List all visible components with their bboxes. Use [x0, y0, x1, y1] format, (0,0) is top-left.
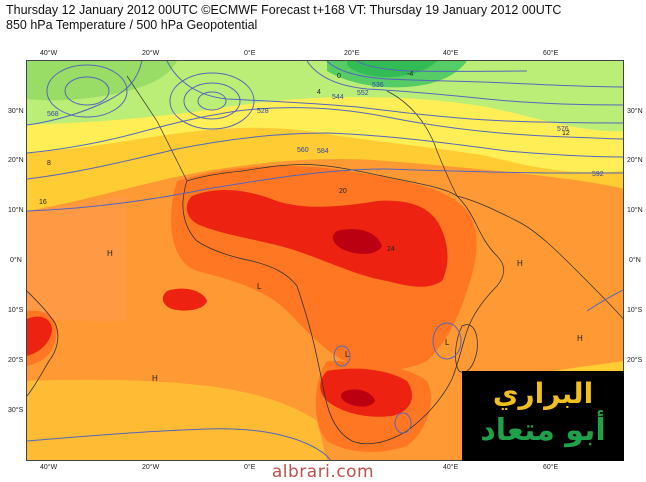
contour-label-560: 560	[297, 147, 309, 154]
contour-value-labels: 528 536 544 552 560 568 576 584 592	[47, 82, 604, 178]
brand-logo: البراري أبو متعاد	[462, 371, 624, 461]
geopotential-contours	[27, 61, 623, 460]
dark-green-zone-north	[347, 61, 437, 77]
lon-label-20w-bottom: 20°W	[142, 464, 160, 471]
lon-label-0e-top: 0°E	[244, 50, 256, 57]
contour-568	[27, 107, 623, 154]
lon-label-60e-top: 60°E	[543, 50, 559, 57]
high-marker-indian: H	[517, 259, 523, 268]
contour-south-africa	[333, 345, 351, 367]
lon-label-60e-bottom: 60°E	[543, 464, 559, 471]
lat-label-0n-right: 0°N	[629, 257, 641, 264]
contour-closed-low-2	[183, 82, 241, 120]
contour-south-1	[27, 428, 331, 460]
madagascar-coastline	[455, 324, 478, 373]
contour-584	[27, 168, 623, 212]
low-marker-south-africa: L	[345, 350, 350, 359]
temp-label-4: 4	[317, 89, 321, 96]
lat-label-10n-right: 10°N	[627, 207, 643, 214]
contour-576	[27, 132, 623, 180]
low-marker-madagascar: L	[445, 338, 450, 347]
temperature-map: 528 536 544 552 560 568 576 584 592 -4 0…	[27, 61, 623, 460]
lat-label-20s-left: 20°S	[8, 357, 24, 364]
lon-label-20e-top: 20°E	[344, 50, 360, 57]
northwest-africa-coast	[126, 75, 188, 182]
high-marker-east: H	[577, 334, 583, 343]
lat-label-10n-left: 10°N	[8, 207, 24, 214]
high-marker-south-atlantic: H	[152, 374, 158, 383]
logo-text-top: البراري	[492, 377, 594, 410]
lon-label-40w-top: 40°W	[40, 50, 58, 57]
contour-552	[306, 61, 623, 106]
map-frame: 528 536 544 552 560 568 576 584 592 -4 0…	[26, 60, 624, 461]
temp-label-minus4: -4	[407, 71, 413, 78]
website-watermark: albrari.com	[271, 462, 375, 482]
temp-label-0: 0	[337, 73, 341, 80]
low-marker-congo: L	[257, 282, 262, 291]
contour-closed-west-2	[64, 76, 110, 106]
contour-label-584: 584	[317, 148, 329, 155]
temp-label-8: 8	[47, 160, 51, 167]
lon-label-0e-bottom: 0°E	[244, 464, 256, 471]
contour-544	[326, 61, 623, 88]
dark-red-core-south	[341, 389, 375, 407]
lat-label-30n-left: 30°N	[8, 108, 24, 115]
contour-536	[356, 61, 528, 72]
contour-closed-low-3	[197, 91, 227, 111]
contour-label-592: 592	[592, 171, 604, 178]
contour-label-552: 552	[357, 90, 369, 97]
red-zone-south-america	[27, 316, 52, 356]
lat-label-30s-left: 30°S	[8, 407, 24, 414]
red-zone-atlantic	[162, 288, 207, 311]
light-green-zone-north	[27, 61, 623, 132]
lon-label-40e-bottom: 40°E	[443, 464, 459, 471]
contour-label-576: 576	[557, 126, 569, 133]
light-orange-south	[27, 379, 327, 460]
lon-label-40e-top: 40°E	[443, 50, 459, 57]
orange-atlantic	[27, 196, 127, 322]
red-sea-coast	[386, 90, 458, 197]
contour-label-536: 536	[372, 82, 384, 89]
temp-label-20: 20	[339, 188, 347, 195]
temperature-labels: -4 0 4 8 12 16 20 24	[39, 71, 570, 253]
high-marker-atlantic: H	[107, 249, 113, 258]
temp-label-24: 24	[387, 246, 395, 253]
pressure-center-markers: H H H H L L L	[107, 249, 583, 383]
contour-south-east	[394, 412, 412, 434]
lat-label-20n-left: 20°N	[8, 157, 24, 164]
lon-label-20w-top: 20°W	[142, 50, 160, 57]
contour-label-528: 528	[257, 108, 269, 115]
contour-madagascar	[432, 322, 462, 360]
map-title: Thursday 12 January 2012 00UTC ©ECMWF Fo…	[6, 3, 562, 17]
red-zone-sahel	[186, 189, 448, 287]
lat-label-0n-left: 0°N	[10, 257, 22, 264]
contour-560	[166, 61, 623, 124]
temp-label-16: 16	[39, 199, 47, 206]
dark-red-core-north	[332, 229, 382, 254]
logo-text-bottom: أبو متعاد	[480, 413, 606, 448]
contour-east-1	[586, 289, 623, 312]
lat-label-10s-right: 10°S	[627, 307, 643, 314]
lat-label-10s-left: 10°S	[8, 307, 24, 314]
contour-label-568: 568	[47, 111, 59, 118]
contour-closed-west-1	[46, 64, 128, 118]
contour-closed-low-1	[169, 72, 255, 130]
contour-label-544: 544	[332, 94, 344, 101]
africa-coastline	[182, 164, 505, 445]
lat-label-30n-right: 30°N	[627, 108, 643, 115]
lat-label-20s-right: 20°S	[627, 357, 643, 364]
temp-label-12: 12	[562, 130, 570, 137]
map-subtitle: 850 hPa Temperature / 500 hPa Geopotenti…	[6, 18, 258, 32]
contour-560-west	[27, 61, 143, 126]
lon-label-40w-bottom: 40°W	[40, 464, 58, 471]
lat-label-20n-right: 20°N	[627, 157, 643, 164]
south-america-coastline	[27, 290, 59, 397]
